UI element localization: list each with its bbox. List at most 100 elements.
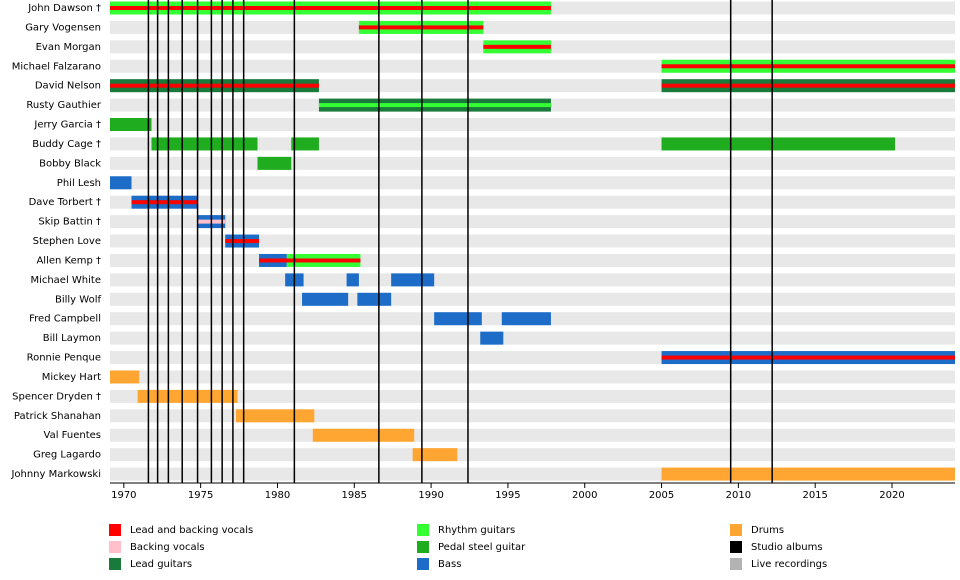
- row-band: [110, 428, 955, 442]
- member-label: Spencer Dryden †: [12, 391, 101, 402]
- legend-swatch: [730, 541, 742, 553]
- member-label: Jerry Garcia †: [33, 120, 101, 131]
- legend-label: Lead guitars: [130, 559, 192, 570]
- role-stripe: [661, 355, 955, 360]
- legend-swatch: [417, 541, 429, 553]
- member-bar: [312, 428, 415, 442]
- row-band: [110, 253, 955, 267]
- member-label: Bill Laymon: [43, 333, 101, 344]
- legend-label: Backing vocals: [130, 542, 205, 553]
- legend-label: Live recordings: [751, 559, 827, 570]
- legend-label: Drums: [751, 525, 784, 536]
- member-label: Bobby Black: [39, 158, 101, 169]
- member-bar: [110, 370, 140, 384]
- legend-label: Pedal steel guitar: [438, 542, 526, 553]
- x-tick-label: 1990: [418, 490, 443, 501]
- member-label: Gary Vogensen: [25, 22, 101, 33]
- legend-swatch: [109, 558, 121, 570]
- member-label: Michael Falzarano: [12, 61, 101, 72]
- row-band: [110, 176, 955, 190]
- member-label: Rusty Gauthier: [26, 100, 101, 111]
- member-bar: [501, 312, 551, 326]
- row-band: [110, 331, 955, 345]
- member-bar: [434, 312, 482, 326]
- member-label: Skip Battin †: [38, 217, 101, 228]
- member-bar: [480, 331, 504, 345]
- member-bar: [257, 156, 292, 170]
- member-label: David Nelson: [35, 81, 101, 92]
- member-label: Billy Wolf: [55, 294, 101, 305]
- legend-swatch: [417, 524, 429, 536]
- x-tick-label: 1975: [188, 490, 213, 501]
- x-tick-label: 2020: [879, 490, 904, 501]
- member-label: Mickey Hart: [42, 372, 101, 383]
- role-stripe: [318, 103, 551, 108]
- member-bar: [110, 118, 152, 132]
- legend-swatch: [730, 558, 742, 570]
- legend-swatch: [417, 558, 429, 570]
- member-label: Fred Campbell: [29, 314, 101, 325]
- row-band: [110, 215, 955, 229]
- member-label: Ronnie Penque: [27, 353, 101, 364]
- x-tick-label: 1970: [111, 490, 136, 501]
- member-bar: [302, 292, 349, 306]
- role-stripe: [661, 64, 955, 69]
- x-tick-label: 2015: [802, 490, 827, 501]
- member-bar: [357, 292, 392, 306]
- row-band: [110, 156, 955, 170]
- member-bar: [291, 137, 319, 151]
- member-bar: [391, 273, 435, 287]
- role-stripe: [131, 200, 198, 205]
- row-band: [110, 370, 955, 384]
- row-band: [110, 273, 955, 287]
- legend-label: Rhythm guitars: [438, 525, 515, 536]
- member-bar: [151, 137, 258, 151]
- member-label: Patrick Shanahan: [14, 411, 101, 422]
- member-bar: [346, 273, 359, 287]
- row-band: [110, 20, 955, 34]
- row-band: [110, 195, 955, 209]
- member-label: Buddy Cage †: [32, 139, 101, 150]
- member-bar: [110, 176, 132, 190]
- legend-swatch: [109, 541, 121, 553]
- row-band: [110, 234, 955, 248]
- x-tick-label: 1995: [495, 490, 520, 501]
- member-label: John Dawson †: [27, 3, 101, 14]
- row-band: [110, 292, 955, 306]
- member-label: Evan Morgan: [36, 42, 101, 53]
- role-stripe: [259, 258, 361, 263]
- member-label: Allen Kemp †: [36, 255, 101, 266]
- role-stripe: [358, 25, 484, 30]
- member-label: Johnny Markowski: [10, 469, 101, 480]
- member-bar: [235, 409, 315, 423]
- member-label: Greg Lagardo: [33, 450, 101, 461]
- member-label: Michael White: [30, 275, 101, 286]
- member-label: Val Fuentes: [44, 430, 101, 441]
- legend-label: Studio albums: [751, 542, 823, 553]
- row-band: [110, 409, 955, 423]
- role-stripe: [483, 44, 551, 49]
- row-band: [110, 448, 955, 462]
- role-stripe: [110, 83, 319, 88]
- row-band: [110, 118, 955, 132]
- member-bar: [137, 389, 238, 403]
- x-tick-label: 2005: [649, 490, 674, 501]
- member-bar: [412, 448, 458, 462]
- role-stripe: [225, 239, 260, 244]
- member-bar: [661, 137, 896, 151]
- role-stripe: [661, 83, 955, 88]
- x-tick-label: 2010: [726, 490, 751, 501]
- role-stripe: [110, 6, 551, 10]
- legend-swatch: [730, 524, 742, 536]
- x-tick-label: 2000: [572, 490, 597, 501]
- x-tick-label: 1980: [265, 490, 290, 501]
- member-bar: [661, 467, 955, 481]
- legend-swatch: [109, 524, 121, 536]
- member-label: Phil Lesh: [57, 178, 101, 189]
- x-tick-label: 1985: [342, 490, 367, 501]
- legend-label: Lead and backing vocals: [130, 525, 253, 536]
- legend-label: Bass: [438, 559, 461, 570]
- member-label: Stephen Love: [33, 236, 101, 247]
- row-band: [110, 389, 955, 403]
